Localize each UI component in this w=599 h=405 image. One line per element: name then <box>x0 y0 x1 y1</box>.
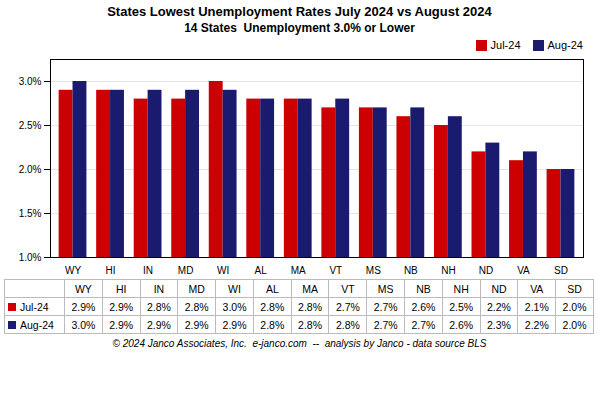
svg-text:2.0%: 2.0% <box>19 164 42 175</box>
html-text:2.8%: 2.8% <box>184 300 209 313</box>
html-text:ND: ND <box>491 282 507 295</box>
html-text:SD: SD <box>567 282 582 295</box>
html-text:2.7%: 2.7% <box>335 300 360 313</box>
svg-text:NB: NB <box>404 265 418 276</box>
svg-text:IN: IN <box>143 265 153 276</box>
svg-text:MD: MD <box>178 265 194 276</box>
html-text:3.0%: 3.0% <box>222 300 247 313</box>
html-text:MS: MS <box>377 282 394 295</box>
html-text:2.5%: 2.5% <box>449 300 474 313</box>
html-text:2.9%: 2.9% <box>184 318 209 331</box>
html-text:NB: NB <box>416 282 431 295</box>
svg-text:3.0%: 3.0% <box>19 76 42 87</box>
html-text:2.3%: 2.3% <box>487 318 511 331</box>
svg-text:VT: VT <box>329 265 342 276</box>
html-text:2.8%: 2.8% <box>260 300 285 313</box>
html-text:MD: MD <box>188 282 205 295</box>
html-text:2.2%: 2.2% <box>487 300 511 313</box>
svg-text:VA: VA <box>517 265 530 276</box>
svg-text:MA: MA <box>291 265 306 276</box>
html-text:2.9%: 2.9% <box>109 318 134 331</box>
html-text:2.7%: 2.7% <box>411 318 436 331</box>
svg-text:1.0%: 1.0% <box>19 252 42 263</box>
html-text:Jul-24: Jul-24 <box>20 300 49 313</box>
html-text:2.8%: 2.8% <box>298 300 322 313</box>
html-text:2.8%: 2.8% <box>298 318 322 331</box>
svg-text:SD: SD <box>554 265 568 276</box>
html-text:Aug-24: Aug-24 <box>547 39 583 51</box>
html-text:2.2%: 2.2% <box>524 318 549 331</box>
html-text:2.7%: 2.7% <box>373 318 398 331</box>
html-text:2.0%: 2.0% <box>562 300 587 313</box>
html-text:Aug-24: Aug-24 <box>20 318 54 331</box>
html-text:AL: AL <box>265 282 279 295</box>
html-text:2.6%: 2.6% <box>449 318 474 331</box>
html-text:2.1%: 2.1% <box>524 300 549 313</box>
svg-text:NH: NH <box>441 265 455 276</box>
html-text:WY: WY <box>74 282 92 295</box>
html-text:2.0%: 2.0% <box>562 318 587 331</box>
svg-text:HI: HI <box>106 265 116 276</box>
html-text:2.9%: 2.9% <box>71 300 96 313</box>
html-text:2.9%: 2.9% <box>109 300 134 313</box>
html-text:MA: MA <box>302 282 318 295</box>
html-text:VT: VT <box>341 282 355 295</box>
html-text:Jul-24: Jul-24 <box>490 39 521 51</box>
html-text:2.9%: 2.9% <box>147 318 171 331</box>
html-text:© 2024 Janco Associates, Inc.: © 2024 Janco Associates, Inc. e-janco.co… <box>112 338 487 349</box>
html-text:HI: HI <box>115 282 127 295</box>
svg-text:MS: MS <box>366 265 381 276</box>
svg-text:WY: WY <box>65 265 81 276</box>
html-text:VA: VA <box>530 282 544 295</box>
html-text:2.8%: 2.8% <box>335 318 360 331</box>
html-text:2.7%: 2.7% <box>373 300 398 313</box>
html-text:2.8%: 2.8% <box>147 300 171 313</box>
html-text:IN: IN <box>153 282 165 295</box>
html-text:2.9%: 2.9% <box>222 318 247 331</box>
html-text:WI: WI <box>228 282 241 295</box>
html-text:2.8%: 2.8% <box>260 318 285 331</box>
html-text:3.0%: 3.0% <box>71 318 96 331</box>
svg-text:2.5%: 2.5% <box>19 120 42 131</box>
svg-text:ND: ND <box>479 265 493 276</box>
html-text:NH: NH <box>453 282 469 295</box>
svg-text:WI: WI <box>217 265 229 276</box>
svg-text:AL: AL <box>255 265 268 276</box>
html-text:14 States Unemployment 3.0% or: 14 States Unemployment 3.0% or Lower <box>184 21 415 35</box>
svg-text:1.5%: 1.5% <box>19 208 42 219</box>
html-text:2.6%: 2.6% <box>411 300 436 313</box>
html-text:States Lowest Unemployment Rat: States Lowest Unemployment Rates July 20… <box>107 4 492 19</box>
